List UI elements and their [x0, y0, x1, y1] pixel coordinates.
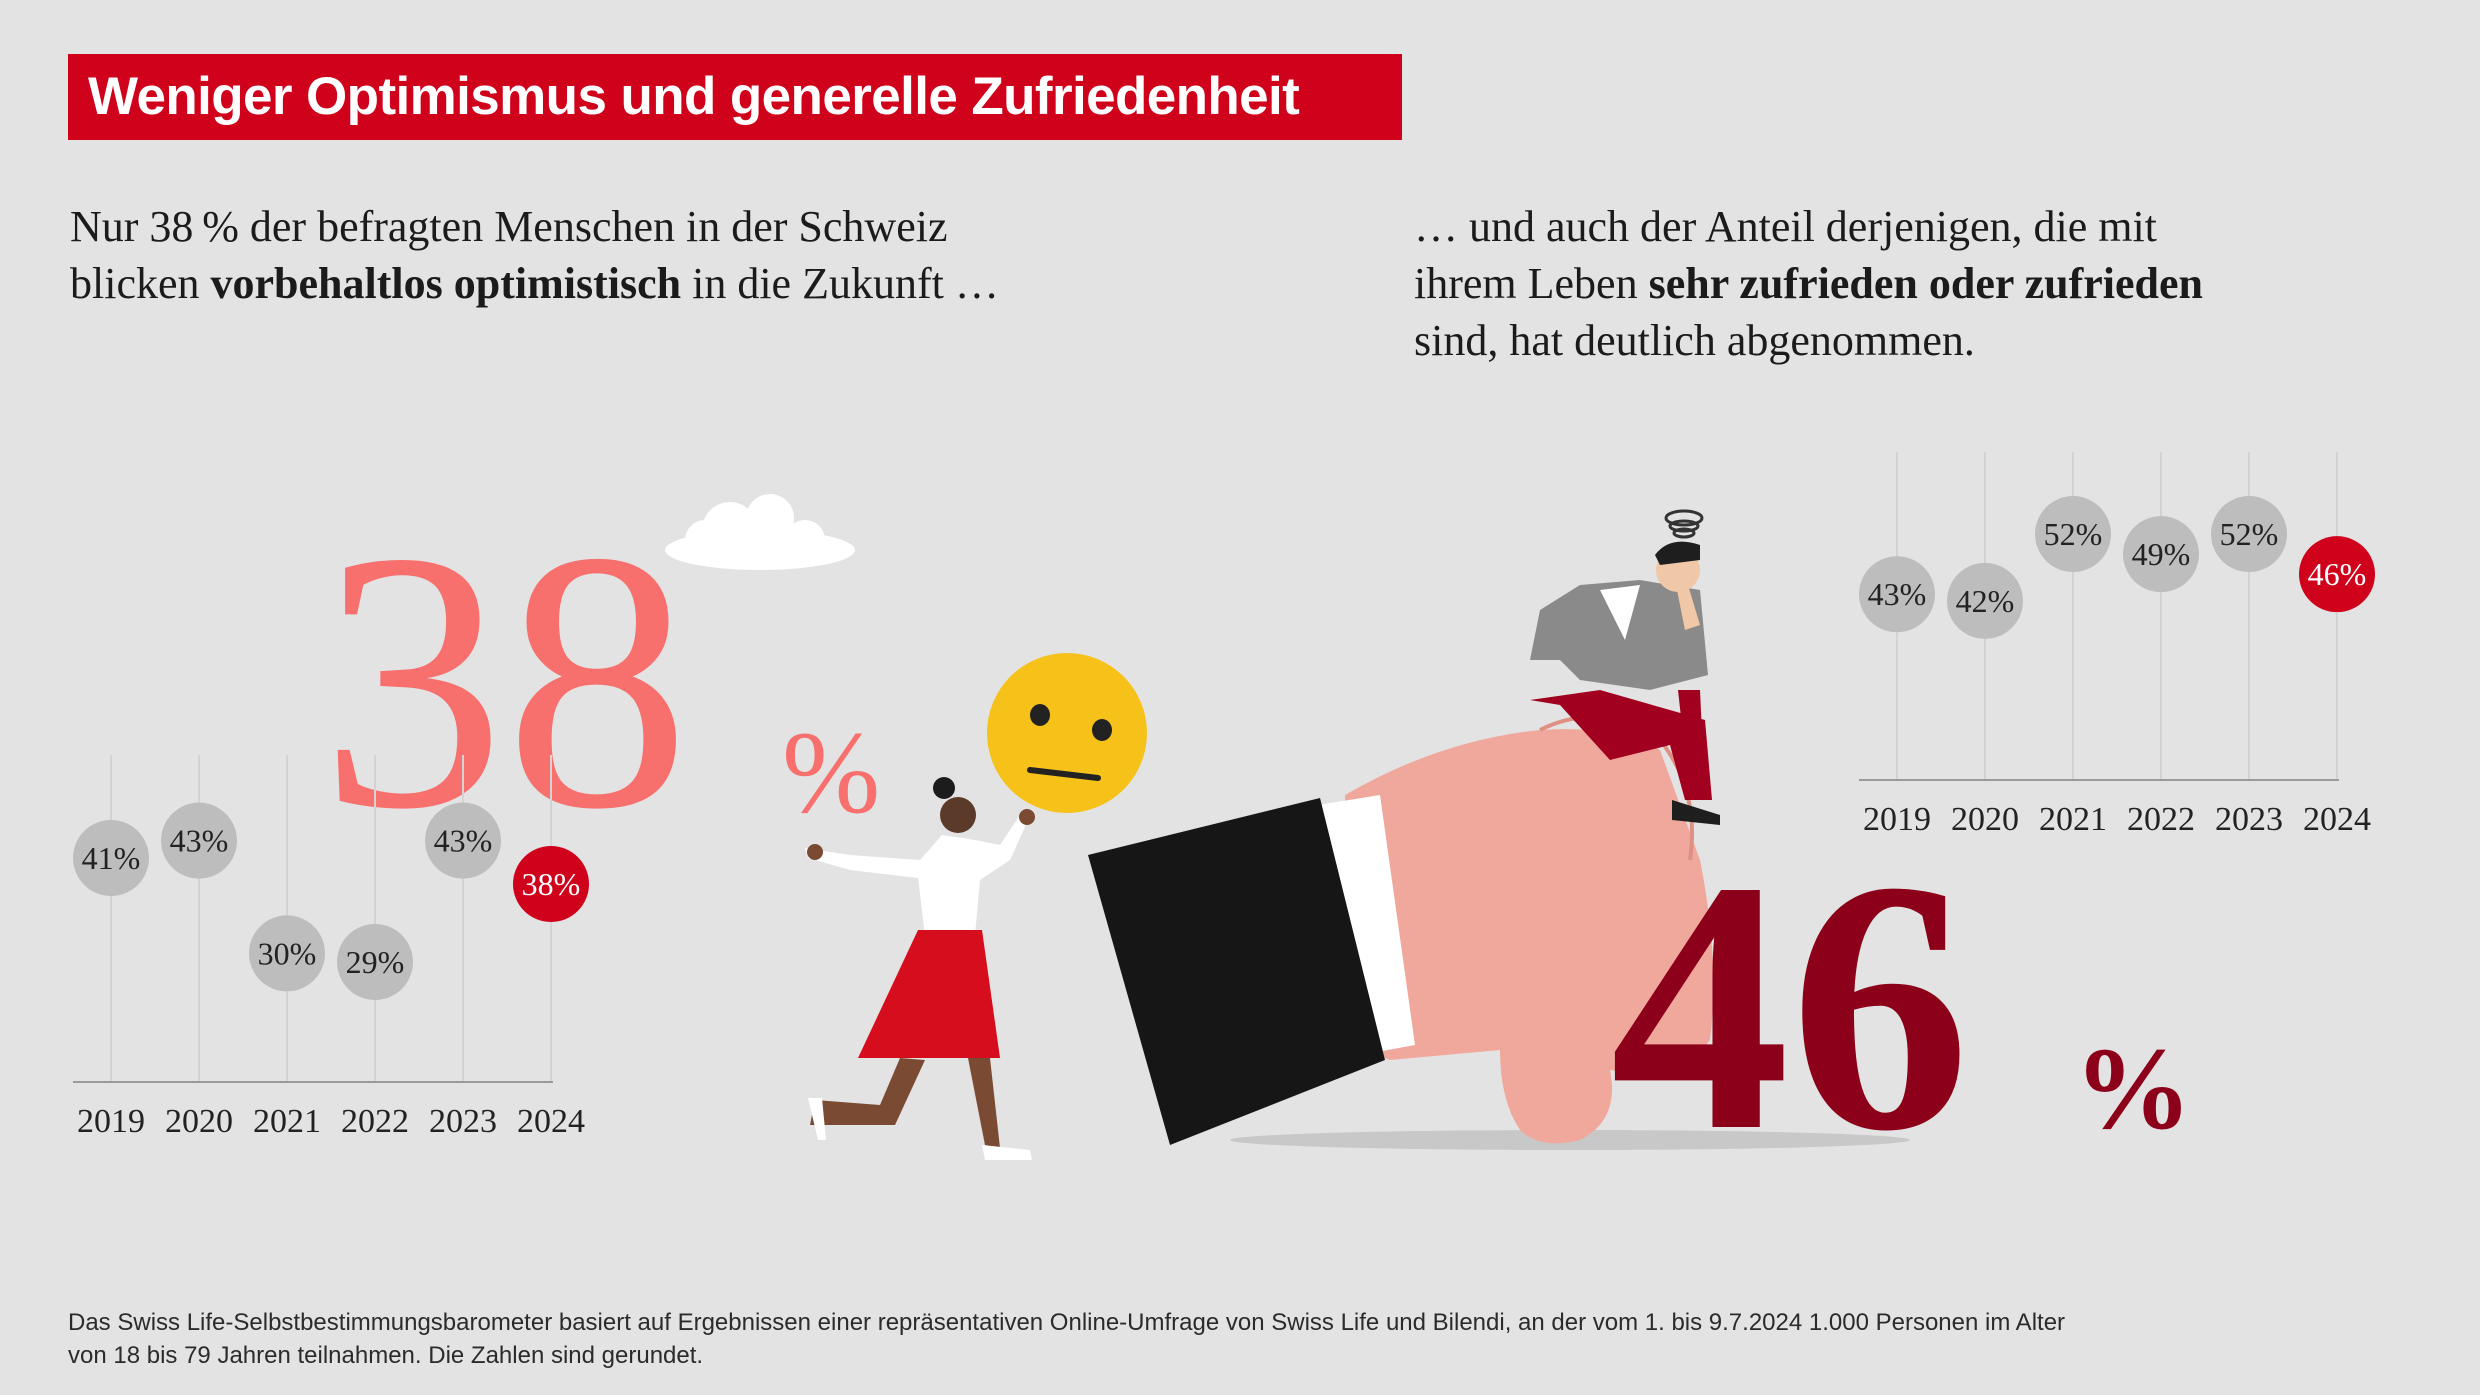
satisfaction-value-label: 49%: [2132, 536, 2191, 572]
optimism-year-label: 2020: [165, 1103, 233, 1140]
optimism-year-label: 2022: [341, 1103, 409, 1140]
optimism-value-label: 29%: [346, 944, 405, 980]
intro-optimism-keyword: vorbehaltlos optimistisch: [210, 259, 682, 308]
page-title: Weniger Optimismus und generelle Zufried…: [88, 67, 1300, 126]
optimism-big-number: 38: [320, 476, 690, 886]
thumbs-down-hand-icon: [1088, 715, 1910, 1150]
cloud-icon: [665, 494, 855, 570]
walking-woman-illustration: [805, 777, 1035, 1160]
satisfaction-bubble: [1859, 556, 1935, 633]
footnote-line1: Das Swiss Life-Selbstbestimmungsbaromete…: [68, 1309, 2066, 1336]
intro-optimism-line2-pre: blicken: [70, 259, 211, 308]
satisfaction-value-label: 52%: [2220, 516, 2279, 552]
intro-satisfaction-line3: sind, hat deutlich abgenommen.: [1414, 316, 1975, 365]
satisfaction-big-percent: %: [2074, 1023, 2192, 1154]
optimism-bubble: [249, 915, 325, 992]
optimism-value-label: 41%: [82, 840, 141, 876]
optimism-chart: 41% 2019 43% 2020 30% 2021 29% 2022 43% 2023 38% 20…: [73, 755, 589, 1140]
satisfaction-value-label: 46%: [2308, 556, 2367, 592]
satisfaction-bubble: [2035, 496, 2111, 573]
satisfaction-year-label: 2021: [2039, 801, 2107, 838]
optimism-value-label: 43%: [434, 823, 493, 859]
dizzy-spiral-icon: [1664, 509, 1704, 539]
optimism-bubble: [425, 802, 501, 879]
optimism-bubble: [161, 802, 237, 879]
thinking-man-illustration: [1530, 541, 1720, 825]
satisfaction-value-label: 52%: [2044, 516, 2103, 552]
satisfaction-year-label: 2023: [2215, 801, 2283, 838]
satisfaction-chart: 43% 2019 42% 2020 52% 2021 49% 2022 52% 2023 46% 20…: [1859, 452, 2375, 838]
satisfaction-bubble: [2299, 536, 2375, 613]
footnote-line2: von 18 bis 79 Jahren teilnahmen. Die Zah…: [68, 1342, 704, 1369]
optimism-value-label: 43%: [170, 823, 229, 859]
satisfaction-year-label: 2019: [1863, 801, 1931, 838]
satisfaction-bubble: [2211, 496, 2287, 573]
title-banner: Weniger Optimismus und generelle Zufried…: [68, 54, 1402, 140]
satisfaction-year-label: 2024: [2303, 801, 2371, 838]
satisfaction-value-label: 43%: [1868, 576, 1927, 612]
optimism-bubble: [73, 820, 149, 896]
intro-satisfaction-line1: … und auch der Anteil derjenigen, die mi…: [1414, 202, 2157, 251]
optimism-year-label: 2019: [77, 1103, 145, 1140]
satisfaction-year-label: 2022: [2127, 801, 2195, 838]
intro-optimism-line2-post: in die Zukunft …: [681, 259, 999, 308]
optimism-big-percent: %: [782, 707, 880, 838]
neutral-face-emoji-icon: [987, 653, 1147, 813]
satisfaction-big-number: 46: [1610, 806, 1970, 1205]
satisfaction-value-label: 42%: [1956, 583, 2015, 619]
optimism-bubble: [337, 924, 413, 1000]
optimism-year-label: 2021: [253, 1103, 321, 1140]
satisfaction-year-label: 2020: [1951, 801, 2019, 838]
intro-satisfaction-line2: ihrem Leben sehr zufrieden oder zufriede…: [1414, 255, 2414, 312]
satisfaction-bubble: [1947, 562, 2023, 639]
optimism-value-label: 38%: [522, 866, 581, 902]
optimism-value-label: 30%: [258, 935, 317, 971]
optimism-bubble: [513, 846, 589, 922]
optimism-year-label: 2023: [429, 1103, 497, 1140]
satisfaction-bubble: [2123, 516, 2199, 593]
intro-optimism-line1: Nur 38 % der befragten Menschen in der S…: [70, 202, 948, 251]
intro-satisfaction: … und auch der Anteil derjenigen, die mi…: [1414, 198, 2414, 369]
footnote: Das Swiss Life-Selbstbestimmungsbaromete…: [68, 1306, 2368, 1372]
intro-optimism-line2: blicken vorbehaltlos optimistisch in die…: [70, 255, 1350, 312]
optimism-year-label: 2024: [517, 1103, 585, 1140]
intro-satisfaction-line2-pre: ihrem Leben: [1414, 259, 1649, 308]
intro-optimism: Nur 38 % der befragten Menschen in der S…: [70, 198, 1350, 312]
intro-satisfaction-keyword: sehr zufrieden oder zufrieden: [1648, 259, 2203, 308]
